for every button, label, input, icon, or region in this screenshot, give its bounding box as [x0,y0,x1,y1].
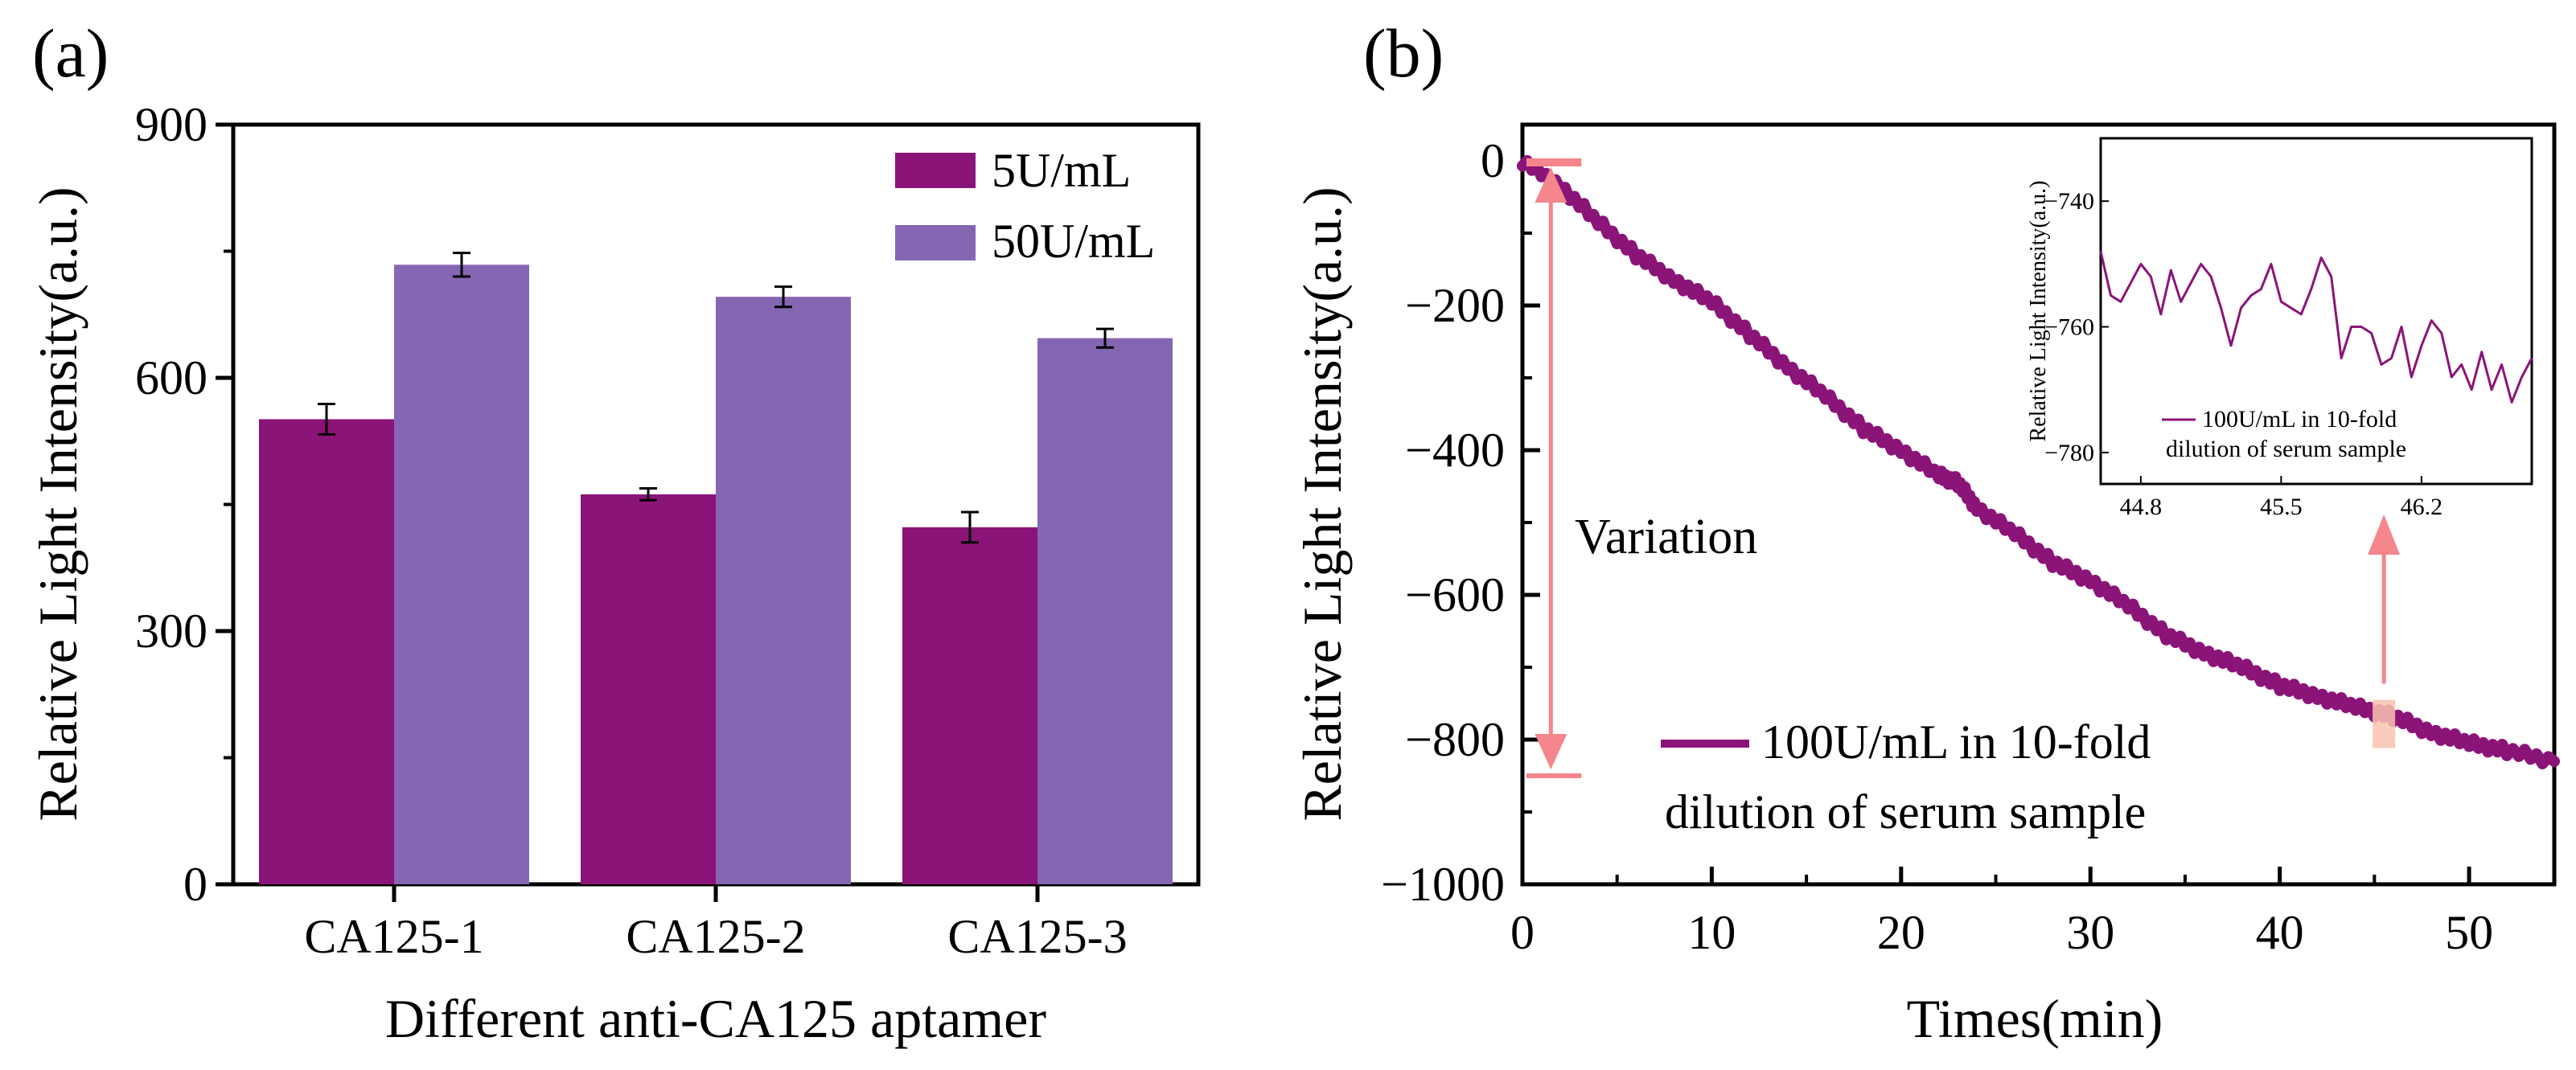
bar-5u-CA125-3 [902,527,1037,884]
variation-arrow-head-up [1535,167,1567,203]
error-bar [961,510,979,544]
inset-chart: −740 −760 −780 44.8 45.5 46.2 100U/mL in 10-… [2026,137,2533,520]
x-tick-label: 20 [1877,906,1925,959]
panel-a-y-ticks: 0 300 600 900 [135,98,233,911]
error-bar [639,487,657,502]
panel-a-legend: 5U/mL 50U/mL [895,144,1155,268]
y-tick-label: −200 [1405,279,1505,332]
inset-y-tick-label: −760 [2044,314,2094,341]
series-line-serum-sample [1517,154,2560,769]
inset-series-line [2099,251,2533,404]
variation-label: Variation [1575,510,1757,564]
x-tick-label: 0 [1510,906,1535,959]
y-tick-label: 600 [135,351,207,404]
panel-b-frame [1520,122,2557,887]
inset-pointer-arrow-head [2368,515,2401,555]
y-tick-label: 900 [135,98,207,151]
error-bar [453,252,470,278]
inset-x-ticks: 44.8 45.5 46.2 [2120,476,2443,520]
error-bar [1096,327,1114,349]
zoom-highlight-box [2373,699,2396,748]
error-bar [318,403,335,436]
inset-frame [2099,137,2533,486]
panel-a-x-axis-title: Different anti-CA125 aptamer [385,988,1046,1049]
inset-legend-line1: 100U/mL in 10-fold [2202,406,2397,433]
variation-annotation: Variation [1526,158,1757,778]
panel-a-bars [259,252,1173,884]
y-tick-label: 0 [1481,134,1505,187]
inset-y-tick-label: −740 [2044,188,2094,215]
x-tick-label: 30 [2066,906,2114,959]
legend-swatch-50u [895,225,976,260]
panel-b-y-ticks: 0 −200 −400 −600 −800 −1000 [1381,134,1540,911]
panel-b: (b) 0 −200 −400 −600 −800 −1000 0 10 20 30 40 50 V… [1292,14,2560,1049]
panel-b-label: (b) [1363,14,1444,92]
y-tick-label: −1000 [1381,858,1505,911]
inset-x-tick-label: 44.8 [2120,494,2163,520]
inset-y-ticks: −740 −760 −780 [2044,188,2109,466]
bar-50u-CA125-1 [394,264,529,884]
panel-b-y-axis-title: Relative Light Intensity(a.u.) [1292,187,1353,821]
error-bar [774,285,792,309]
legend-label-line2: dilution of serum sample [1665,785,2146,838]
bar-5u-CA125-1 [259,419,394,884]
x-tick-label: CA125-1 [304,910,483,963]
x-tick-label: 50 [2445,906,2493,959]
panel-b-x-axis-title: Times(min) [1907,988,2163,1049]
y-tick-label: 300 [135,605,207,658]
x-tick-label: 10 [1687,906,1736,959]
inset-y-axis-title: Relative Light Intensity(a.u.) [2026,180,2051,441]
bar-50u-CA125-2 [716,297,851,884]
panel-b-legend: 100U/mL in 10-fold dilution of serum sam… [1661,715,2151,838]
y-tick-label: 0 [183,858,207,911]
y-tick-label: −800 [1405,713,1505,766]
panel-b-x-ticks: 0 10 20 30 40 50 [1510,867,2493,959]
legend-label-5u: 5U/mL [992,144,1131,197]
inset-x-tick-label: 46.2 [2401,494,2443,520]
variation-arrow-head-down [1535,734,1567,769]
bar-50u-CA125-3 [1037,338,1173,884]
inset-x-tick-label: 45.5 [2260,494,2303,520]
panel-a-label: (a) [32,14,109,92]
panel-a-y-axis-title: Relative Light Intensity(a.u.) [27,187,88,821]
x-tick-label: CA125-2 [626,910,805,963]
bar-5u-CA125-2 [581,494,716,884]
y-tick-label: −600 [1405,568,1505,621]
inset-y-tick-label: −780 [2044,440,2094,466]
y-tick-label: −400 [1405,424,1505,477]
legend-label-50u: 50U/mL [992,215,1155,268]
x-tick-label: CA125-3 [947,910,1127,963]
panel-a-x-ticks: CA125-1 CA125-2 CA125-3 [304,884,1128,963]
x-tick-label: 40 [2256,906,2304,959]
legend-label-line1: 100U/mL in 10-fold [1761,715,2151,769]
inset-legend-line2: dilution of serum sample [2166,436,2406,462]
panel-a: (a) 0 300 600 900 CA125-1 CA125-2 CA125-3 Rel… [27,14,1201,1049]
legend-swatch-5u [895,153,976,188]
